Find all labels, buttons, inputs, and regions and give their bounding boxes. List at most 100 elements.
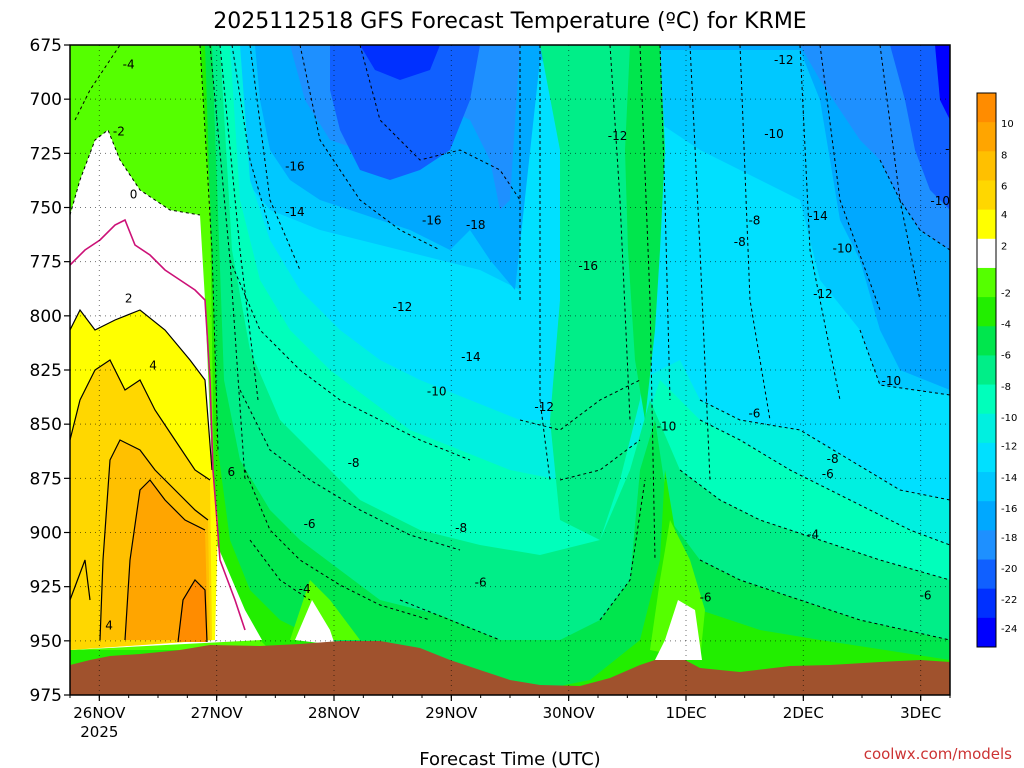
contour-label: -10 bbox=[764, 127, 784, 141]
contour-label: -10 bbox=[1018, 482, 1024, 496]
colorbar-label: -12 bbox=[1001, 442, 1017, 453]
colorbar-label: -10 bbox=[1001, 413, 1017, 424]
contour-label: -12 bbox=[608, 129, 628, 143]
colorbar-segment bbox=[977, 122, 996, 152]
contour-label: -8 bbox=[455, 521, 467, 535]
field-band-zero-c bbox=[655, 600, 702, 660]
colorbar-label: -16 bbox=[1001, 504, 1017, 515]
contour-label: 4 bbox=[105, 619, 113, 633]
colorbar-segment bbox=[977, 297, 996, 327]
field-band-minus8-upper bbox=[625, 45, 665, 420]
colorbar-label: 4 bbox=[1001, 210, 1007, 221]
colorbar-segment bbox=[977, 501, 996, 531]
colorbar-segment bbox=[977, 413, 996, 444]
contour-label: -16 bbox=[578, 259, 598, 273]
field-band-minus24 bbox=[360, 45, 440, 80]
x-axis: 26NOV 27NOV 28NOV 29NOV 30NOV 1DEC 2DEC 3DEC bbox=[69, 695, 951, 722]
contour-label: -10 bbox=[657, 419, 677, 433]
contour-label: -8 bbox=[748, 214, 760, 228]
contour-label: -6 bbox=[304, 517, 316, 531]
contour-label: -4 bbox=[807, 528, 819, 542]
x-tick-label: 29NOV bbox=[425, 704, 478, 722]
contour-label: -10 bbox=[882, 374, 902, 388]
contour-label: 0 bbox=[130, 188, 138, 202]
contour-label: -10 bbox=[427, 385, 447, 399]
field-band-zero-b bbox=[295, 600, 335, 645]
colorbar-segment bbox=[977, 559, 996, 590]
y-tick-label: 825 bbox=[30, 361, 62, 381]
x-tick-label: 3DEC bbox=[900, 704, 941, 722]
field-band-minus22-east bbox=[890, 45, 950, 210]
contour-label: -12 bbox=[813, 287, 833, 301]
y-tick-label: 900 bbox=[30, 524, 62, 544]
colorbar-segment bbox=[977, 530, 996, 561]
x-tick-label: 1DEC bbox=[665, 704, 706, 722]
colorbar-segment bbox=[977, 267, 996, 298]
colorbar-label: -8 bbox=[1001, 382, 1011, 393]
y-axis: 675 700 725 750 775 800 825 850 875 900 925 950 975 bbox=[30, 36, 70, 706]
terrain bbox=[70, 641, 950, 695]
colorbar-segment bbox=[977, 209, 996, 240]
colorbar-label: -6 bbox=[1001, 351, 1011, 362]
contour-label: -6 bbox=[475, 575, 487, 589]
y-tick-label: 975 bbox=[30, 686, 62, 706]
dashed-contours bbox=[70, 45, 950, 641]
contour-label: -8 bbox=[827, 452, 839, 466]
field-band-minus22 bbox=[330, 45, 480, 180]
colorbar-segment bbox=[977, 355, 996, 386]
contour-label: 4 bbox=[149, 359, 157, 373]
contour-label: -6 bbox=[700, 591, 712, 605]
chart-title: 2025112518 GFS Forecast Temperature (ºC)… bbox=[213, 9, 806, 34]
contour-label: -12 bbox=[1018, 415, 1024, 429]
colorbar-segment bbox=[977, 472, 996, 502]
colorbar-label: -4 bbox=[1001, 319, 1011, 330]
colorbar-label: -14 bbox=[1001, 473, 1017, 484]
colorbar-label: 10 bbox=[1001, 119, 1014, 130]
contour-label: 6 bbox=[228, 465, 236, 479]
colorbar-label: 8 bbox=[1001, 150, 1007, 161]
contour-label: -4 bbox=[299, 582, 311, 596]
x-tick-label: 2DEC bbox=[783, 704, 824, 722]
colorbar-label: -22 bbox=[1001, 595, 1017, 606]
y-tick-label: 875 bbox=[30, 469, 62, 489]
contour-label: -14 bbox=[808, 209, 828, 223]
x-axis-label: Forecast Time (UTC) bbox=[419, 749, 600, 768]
contour-label: -8 bbox=[734, 235, 746, 249]
contour-label: -10 bbox=[930, 194, 950, 208]
contour-label: 2 bbox=[125, 292, 133, 306]
y-tick-label: 775 bbox=[30, 253, 62, 273]
contour-label: -4 bbox=[123, 58, 135, 72]
colorbar-segment bbox=[977, 238, 996, 269]
colorbar-segment bbox=[977, 442, 996, 473]
contour-label: -6 bbox=[822, 467, 834, 481]
colorbar-segment bbox=[977, 151, 996, 181]
x-tick-label: 27NOV bbox=[191, 704, 244, 722]
contour-label: -6 bbox=[920, 588, 932, 602]
colorbar-label: -20 bbox=[1001, 564, 1017, 575]
contour-label: -16 bbox=[422, 214, 442, 228]
colorbar-segment bbox=[977, 180, 996, 211]
colorbar-label: 6 bbox=[1001, 182, 1007, 193]
x-tick-label: 30NOV bbox=[543, 704, 596, 722]
colorbar-label: -2 bbox=[1001, 288, 1011, 299]
y-tick-label: 700 bbox=[30, 90, 62, 110]
colorbar: 10 8 6 4 2 -2 -4 -6 -8 -10 -12 -14 -16 -18 -20 -22 -24 bbox=[976, 92, 1017, 648]
colorbar-label: -24 bbox=[1001, 624, 1017, 635]
y-tick-label: 800 bbox=[30, 307, 62, 327]
contour-label: -14 bbox=[461, 350, 481, 364]
contour-label: -14 bbox=[285, 205, 305, 219]
colorbar-label: -18 bbox=[1001, 533, 1017, 544]
y-tick-label: 850 bbox=[30, 415, 62, 435]
colorbar-segment bbox=[977, 617, 996, 648]
x-tick-label: 26NOV bbox=[73, 704, 126, 722]
contour-label: -12 bbox=[945, 142, 965, 156]
contour-label: -12 bbox=[534, 400, 554, 414]
colorbar-segment bbox=[977, 384, 996, 415]
y-tick-label: 925 bbox=[30, 578, 62, 598]
grid-lines bbox=[70, 45, 950, 695]
x-tick-label: 28NOV bbox=[308, 704, 361, 722]
contour-label: -6 bbox=[748, 406, 760, 420]
contour-label: -10 bbox=[833, 242, 853, 256]
